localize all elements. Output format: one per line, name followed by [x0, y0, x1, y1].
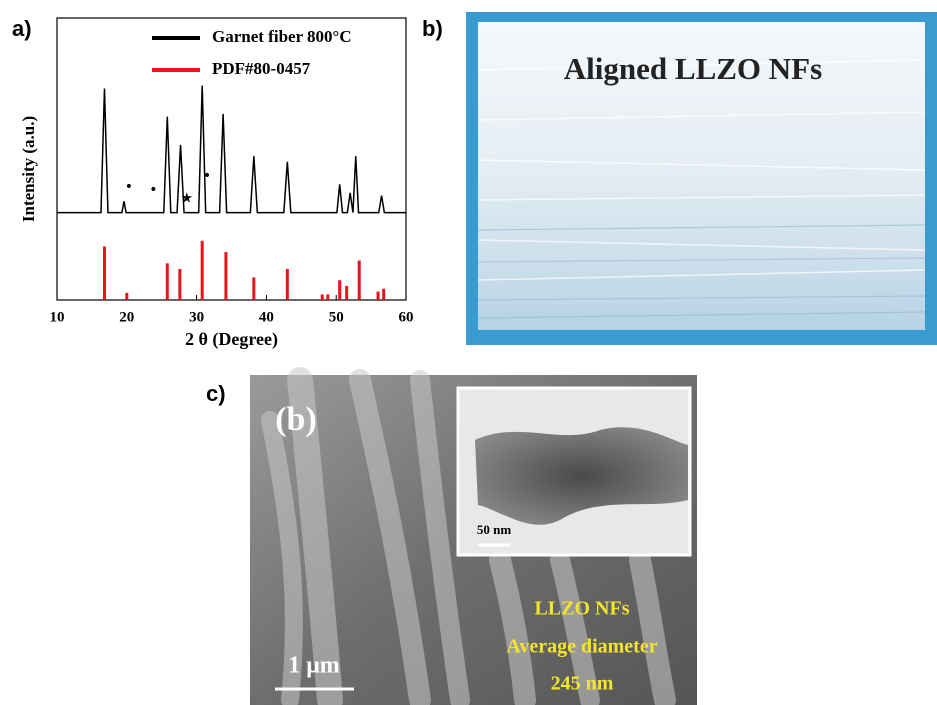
- panel-label: b): [422, 16, 443, 41]
- x-axis-label: 2 θ (Degree): [185, 329, 278, 350]
- x-tick-label: 60: [399, 309, 414, 325]
- peak-marker: •: [125, 179, 133, 195]
- x-tick-label: 40: [259, 309, 274, 325]
- y-axis-label: Intensity (a.u.): [19, 116, 38, 222]
- legend-label: PDF#80-0457: [212, 59, 311, 78]
- caption-line: LLZO NFs: [534, 598, 629, 620]
- inset-scale-label: 50 nm: [477, 522, 511, 537]
- caption-line: Average diameter: [506, 636, 657, 658]
- data-line: [57, 85, 406, 214]
- plot-area: 10 20 30 40 50 60 2 θ (Degree) Intensity (a.u.)…: [19, 27, 414, 350]
- fiber-texture: [261, 367, 676, 705]
- scale-bar-label: 1 μm: [288, 653, 340, 679]
- caption-line: 245 nm: [551, 673, 614, 695]
- panel-label: c): [206, 381, 226, 406]
- panel-label: a): [12, 16, 32, 41]
- fiber-texture: [477, 59, 926, 281]
- legend-label: Garnet fiber 800°C: [212, 27, 352, 46]
- peak-marker: ★: [181, 190, 194, 206]
- peak-marker: •: [203, 168, 211, 184]
- peak-marker: •: [149, 182, 157, 198]
- x-tick-label: 30: [189, 309, 204, 325]
- sub-label: (b): [275, 401, 317, 438]
- x-tick-label: 50: [329, 309, 344, 325]
- plot-frame: [56, 17, 407, 301]
- inset-fiber: [475, 427, 688, 525]
- photo-caption: Aligned LLZO NFs: [564, 51, 822, 86]
- x-tick-label: 20: [119, 309, 134, 325]
- x-tick-label: 10: [50, 309, 65, 325]
- fiber-shadow: [477, 224, 926, 319]
